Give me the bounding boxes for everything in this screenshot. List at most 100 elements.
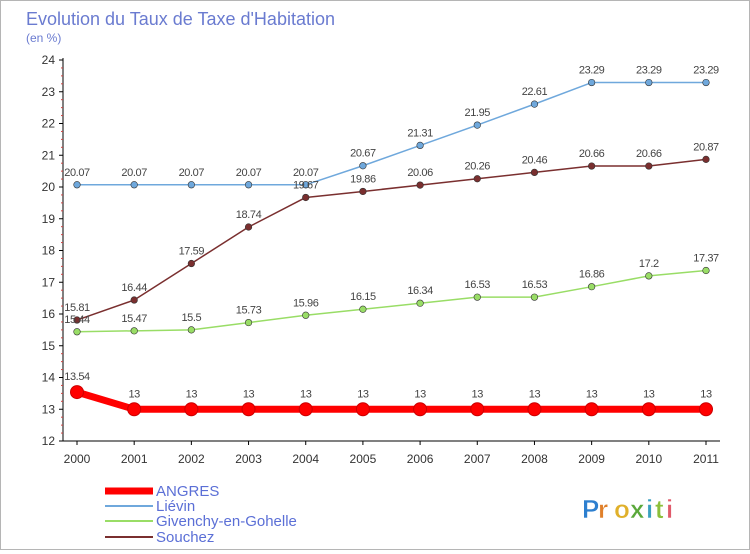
y-tick-label: 16 <box>42 307 56 321</box>
data-label: 17.59 <box>179 246 205 258</box>
series-line <box>76 158 707 321</box>
data-point <box>473 293 481 301</box>
data-point <box>588 162 596 170</box>
x-tick-label: 2010 <box>635 452 662 466</box>
y-tick-label: 14 <box>42 371 56 385</box>
data-point <box>413 402 428 417</box>
data-point <box>187 259 195 268</box>
data-point <box>241 402 256 417</box>
data-point <box>359 162 367 170</box>
data-point <box>184 402 199 417</box>
data-label: 13 <box>300 388 312 400</box>
legend-label: Givenchy-en-Gohelle <box>156 513 297 530</box>
logo-letter: r <box>598 494 608 524</box>
data-label: 16.34 <box>407 285 433 297</box>
legend-label: ANGRES <box>156 483 219 500</box>
data-label: 13 <box>586 388 598 400</box>
data-point <box>302 181 310 189</box>
data-point <box>641 402 656 417</box>
data-label: 13 <box>128 388 140 400</box>
data-point <box>127 402 142 417</box>
y-tick-label: 23 <box>42 85 56 99</box>
data-point <box>130 181 138 189</box>
data-label: 13 <box>643 388 655 400</box>
data-point <box>73 328 81 336</box>
logo-letter: i <box>666 494 673 524</box>
data-point <box>298 402 313 417</box>
data-point <box>473 121 481 129</box>
data-label: 20.67 <box>350 148 376 160</box>
data-label: 20.66 <box>636 148 662 160</box>
data-point <box>130 296 138 304</box>
data-label: 13 <box>243 388 255 400</box>
data-point <box>645 78 653 87</box>
data-point <box>187 326 195 334</box>
data-point <box>355 402 370 417</box>
proxiti-logo: Pr o x i t i <box>582 494 674 525</box>
legend-item: Souchez <box>105 529 214 546</box>
data-point <box>302 193 310 202</box>
data-label: 20.46 <box>522 154 548 166</box>
data-label: 23.29 <box>579 65 605 77</box>
data-point <box>645 272 653 280</box>
data-point <box>244 318 253 327</box>
data-point <box>359 187 367 196</box>
data-label: 23.29 <box>636 65 662 77</box>
data-label: 17.2 <box>639 258 659 270</box>
series-givenchy-en-gohelle: 15.44 15.47 15.5 15.73 15.96 16.15 16.34 16.53 1… <box>64 253 719 336</box>
data-point <box>73 316 81 324</box>
legend-label: Souchez <box>156 529 214 546</box>
data-label: 21.95 <box>465 107 491 119</box>
y-tick-label: 17 <box>42 275 56 289</box>
data-label: 16.86 <box>579 269 605 281</box>
data-label: 16.53 <box>522 279 548 291</box>
legend-label: Liévin <box>156 498 195 515</box>
data-label: 15.47 <box>121 313 147 325</box>
logo-letter: P <box>582 494 599 524</box>
data-label: 21.31 <box>407 127 433 139</box>
data-point <box>702 266 710 275</box>
data-label: 20.07 <box>179 167 205 179</box>
data-point <box>416 141 424 150</box>
data-point <box>527 402 542 417</box>
data-point <box>244 223 253 231</box>
data-point <box>470 402 485 417</box>
data-label: 13 <box>700 388 712 400</box>
data-point <box>588 283 596 291</box>
data-label: 17.37 <box>693 253 719 265</box>
logo-letter: o <box>614 494 630 524</box>
y-tick-label: 18 <box>42 244 56 258</box>
y-tick-label: 19 <box>42 212 56 226</box>
data-point <box>359 305 367 313</box>
chart-title: Evolution du Taux de Taxe d'Habitation <box>26 9 335 29</box>
data-label: 19.86 <box>350 173 376 185</box>
data-point <box>702 155 710 163</box>
y-tick-label: 20 <box>42 180 56 194</box>
data-point <box>645 162 653 170</box>
y-tick-label: 24 <box>42 53 56 67</box>
data-point <box>530 168 539 176</box>
data-label: 20.07 <box>64 167 90 179</box>
data-point <box>530 293 539 301</box>
data-label: 15.73 <box>236 305 262 317</box>
x-tick-label: 2006 <box>407 452 434 466</box>
y-tick-label: 15 <box>42 339 56 353</box>
x-tick-label: 2004 <box>292 452 319 466</box>
data-label: 20.87 <box>693 141 719 153</box>
data-point <box>588 78 596 87</box>
data-label: 16.53 <box>465 279 491 291</box>
data-label: 20.26 <box>465 161 491 173</box>
x-tick-label: 2005 <box>350 452 377 466</box>
series-angres: 13.54 13 13 13 13 13 13 13 13 13 13 13 <box>64 371 713 417</box>
chart-subtitle: (en %) <box>26 31 61 45</box>
data-point <box>702 78 710 87</box>
data-label: 18.74 <box>236 209 262 221</box>
data-label: 13.54 <box>64 371 90 383</box>
legend-item: Givenchy-en-Gohelle <box>105 513 297 530</box>
series-li-vin: 20.07 20.07 20.07 20.07 20.07 20.67 21.31 21.95… <box>64 65 719 189</box>
data-label: 20.66 <box>579 148 605 160</box>
data-point <box>699 402 713 417</box>
data-label: 13 <box>357 388 369 400</box>
data-label: 13 <box>529 388 541 400</box>
